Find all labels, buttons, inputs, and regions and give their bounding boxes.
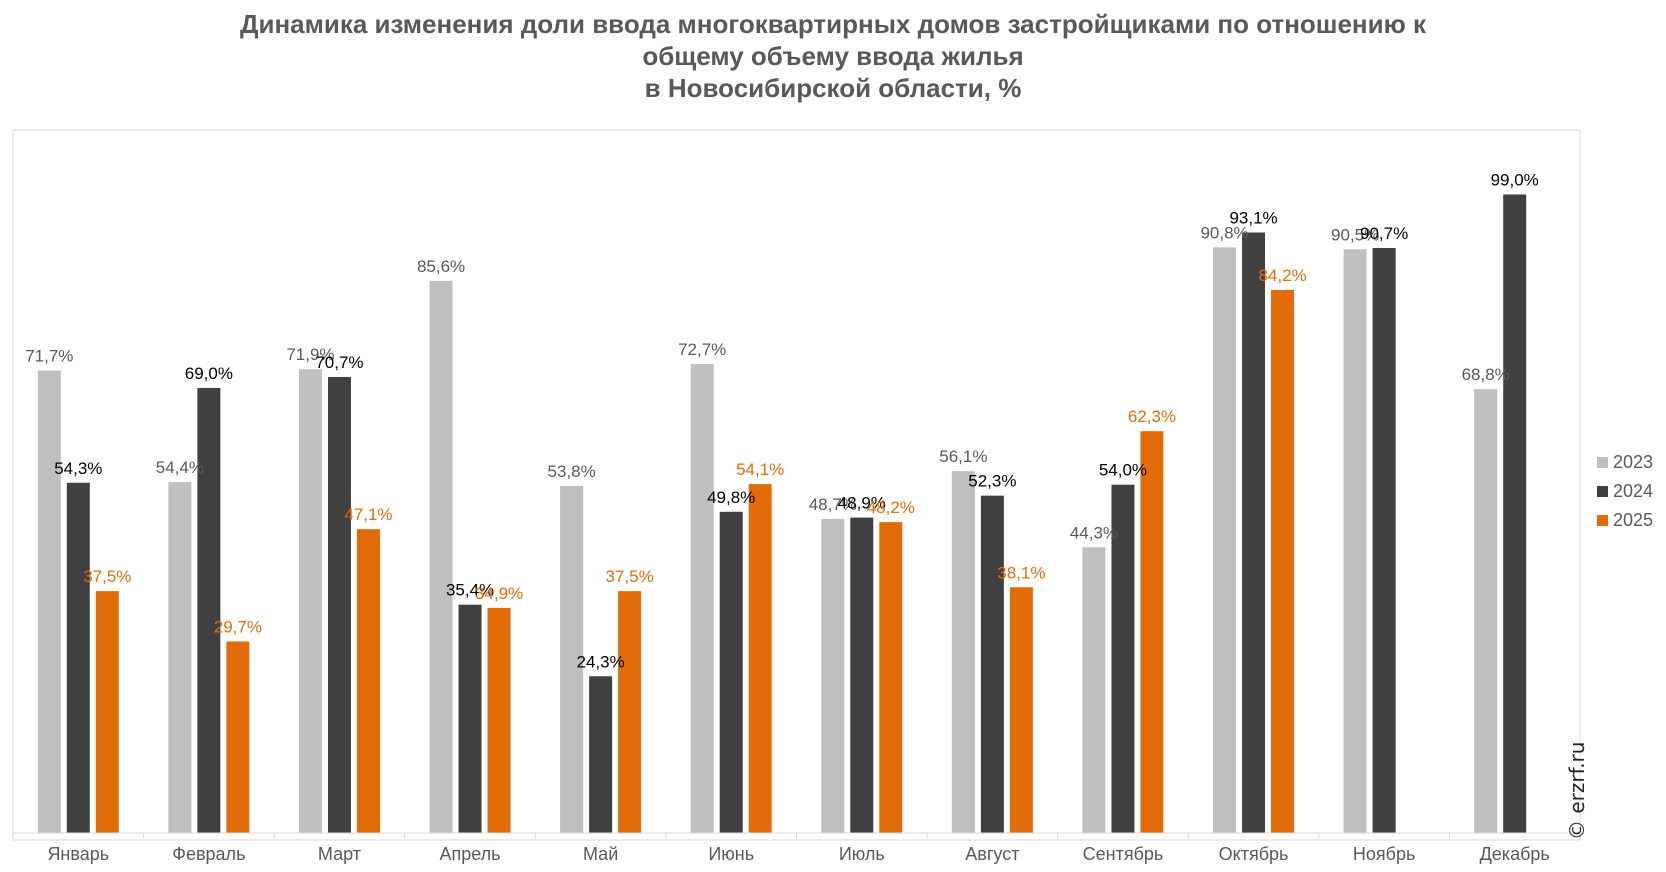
bar-2025 — [748, 484, 772, 833]
bar-2024 — [1372, 247, 1396, 834]
title-line-1: Динамика изменения доли ввода многокварт… — [239, 9, 1427, 39]
bar-2023 — [1343, 249, 1367, 833]
x-tick-label: Июль — [839, 844, 885, 864]
bar-2024 — [66, 482, 90, 833]
data-label-2025: 54,1% — [736, 460, 784, 479]
bar-2025 — [487, 607, 511, 833]
bar-2024 — [327, 376, 351, 833]
bar-2023 — [168, 482, 192, 833]
bar-2025 — [1271, 289, 1295, 833]
data-label-2024: 90,7% — [1360, 224, 1408, 243]
bar-2024 — [458, 604, 482, 833]
data-label-2023: 90,5% — [1331, 225, 1379, 244]
x-tick-label: Март — [318, 844, 361, 864]
bar-2023 — [1474, 389, 1498, 833]
data-label-2024: 93,1% — [1229, 209, 1277, 228]
x-tick-label: Август — [965, 844, 1019, 864]
data-label-2025: 29,7% — [214, 617, 262, 636]
legend-swatch-2024 — [1597, 486, 1608, 497]
data-label-2023: 85,6% — [417, 257, 465, 276]
bar-2024 — [850, 517, 874, 833]
bar-2025 — [95, 591, 119, 833]
data-label-2024: 99,0% — [1491, 170, 1539, 189]
x-tick-label: Ноябрь — [1353, 844, 1415, 864]
bar-2024 — [1111, 484, 1135, 833]
bar-2025 — [226, 641, 250, 833]
bar-2023 — [37, 370, 61, 833]
data-label-2024: 54,3% — [54, 459, 102, 478]
watermark: © erzrf.ru — [1565, 741, 1589, 840]
bar-2025 — [1140, 431, 1164, 833]
data-label-2024: 49,8% — [707, 488, 755, 507]
title-line-3: в Новосибирской области, % — [644, 73, 1022, 103]
title-line-2: общему объему ввода жилья — [642, 41, 1024, 71]
legend: 2023 2024 2025 — [1597, 452, 1653, 530]
chart-title: Динамика изменения доли ввода многокварт… — [0, 8, 1666, 104]
bar-2024 — [719, 511, 743, 833]
x-tick-label: Апрель — [440, 844, 501, 864]
x-tick-label: Октябрь — [1219, 844, 1289, 864]
data-label-2025: 47,1% — [344, 505, 392, 524]
x-tick-label: Январь — [47, 844, 109, 864]
data-label-2025: 37,5% — [606, 567, 654, 586]
x-axis: Январь Февраль Март Апрель Май Июнь Июль Август… — [13, 832, 1580, 864]
data-label-2024: 48,9% — [838, 494, 886, 513]
bar-2023 — [951, 471, 975, 833]
bar-2023 — [690, 364, 714, 833]
data-label-2023: 56,1% — [939, 447, 987, 466]
bar-2024 — [197, 387, 221, 833]
x-tick-label: Февраль — [172, 844, 245, 864]
data-label-2023: 71,9% — [286, 345, 334, 364]
data-label-2023: 54,4% — [156, 458, 204, 477]
data-label-2024: 24,3% — [577, 652, 625, 671]
bar-2025 — [1009, 587, 1033, 833]
x-tick-label: Июнь — [708, 844, 754, 864]
bar-2024 — [589, 676, 613, 833]
data-label-2023: 48,7% — [809, 495, 857, 514]
x-tick-label: Декабрь — [1480, 844, 1550, 864]
data-label-2023: 68,8% — [1462, 365, 1510, 384]
data-label-2023: 71,7% — [25, 347, 73, 366]
bars-layer — [37, 194, 1527, 834]
data-label-2024: 35,4% — [446, 581, 494, 600]
bar-2023 — [560, 485, 584, 833]
data-label-2025: 37,5% — [83, 567, 131, 586]
bar-2024 — [1503, 194, 1527, 833]
legend-swatch-2025 — [1597, 515, 1608, 526]
data-label-2025: 48,2% — [867, 498, 915, 517]
data-label-2025: 84,2% — [1258, 266, 1306, 285]
bar-2023 — [821, 518, 845, 833]
bar-2025 — [618, 591, 642, 833]
data-labels-layer: 71,7% 54,3% 37,5% 54,4% 69,0% 29,7% 71,9%70,7%… — [25, 170, 1539, 671]
bar-2025 — [879, 522, 903, 833]
data-label-2025: 62,3% — [1128, 407, 1176, 426]
data-label-2025: 38,1% — [997, 563, 1045, 582]
data-label-2025: 34,9% — [475, 584, 523, 603]
plot-area-border — [12, 129, 1581, 841]
data-label-2024: 52,3% — [968, 472, 1016, 491]
bar-2023 — [1213, 247, 1237, 834]
bar-2024 — [1242, 232, 1266, 833]
legend-label-2025: 2025 — [1613, 510, 1653, 530]
data-label-2023: 53,8% — [548, 462, 596, 481]
legend-label-2023: 2023 — [1613, 452, 1653, 472]
data-label-2024: 69,0% — [185, 364, 233, 383]
data-label-2023: 90,8% — [1200, 223, 1248, 242]
data-label-2023: 72,7% — [678, 340, 726, 359]
x-tick-label: Май — [583, 844, 618, 864]
bar-2023 — [1082, 547, 1106, 833]
bar-2024 — [980, 495, 1004, 833]
data-label-2023: 44,3% — [1070, 523, 1118, 542]
x-tick-label: Сентябрь — [1083, 844, 1164, 864]
bar-2025 — [356, 529, 380, 833]
data-label-2024: 70,7% — [315, 353, 363, 372]
bar-2023 — [298, 369, 322, 833]
data-label-2024: 54,0% — [1099, 461, 1147, 480]
legend-label-2024: 2024 — [1613, 481, 1653, 501]
legend-swatch-2023 — [1597, 457, 1608, 468]
bar-2023 — [429, 280, 453, 833]
